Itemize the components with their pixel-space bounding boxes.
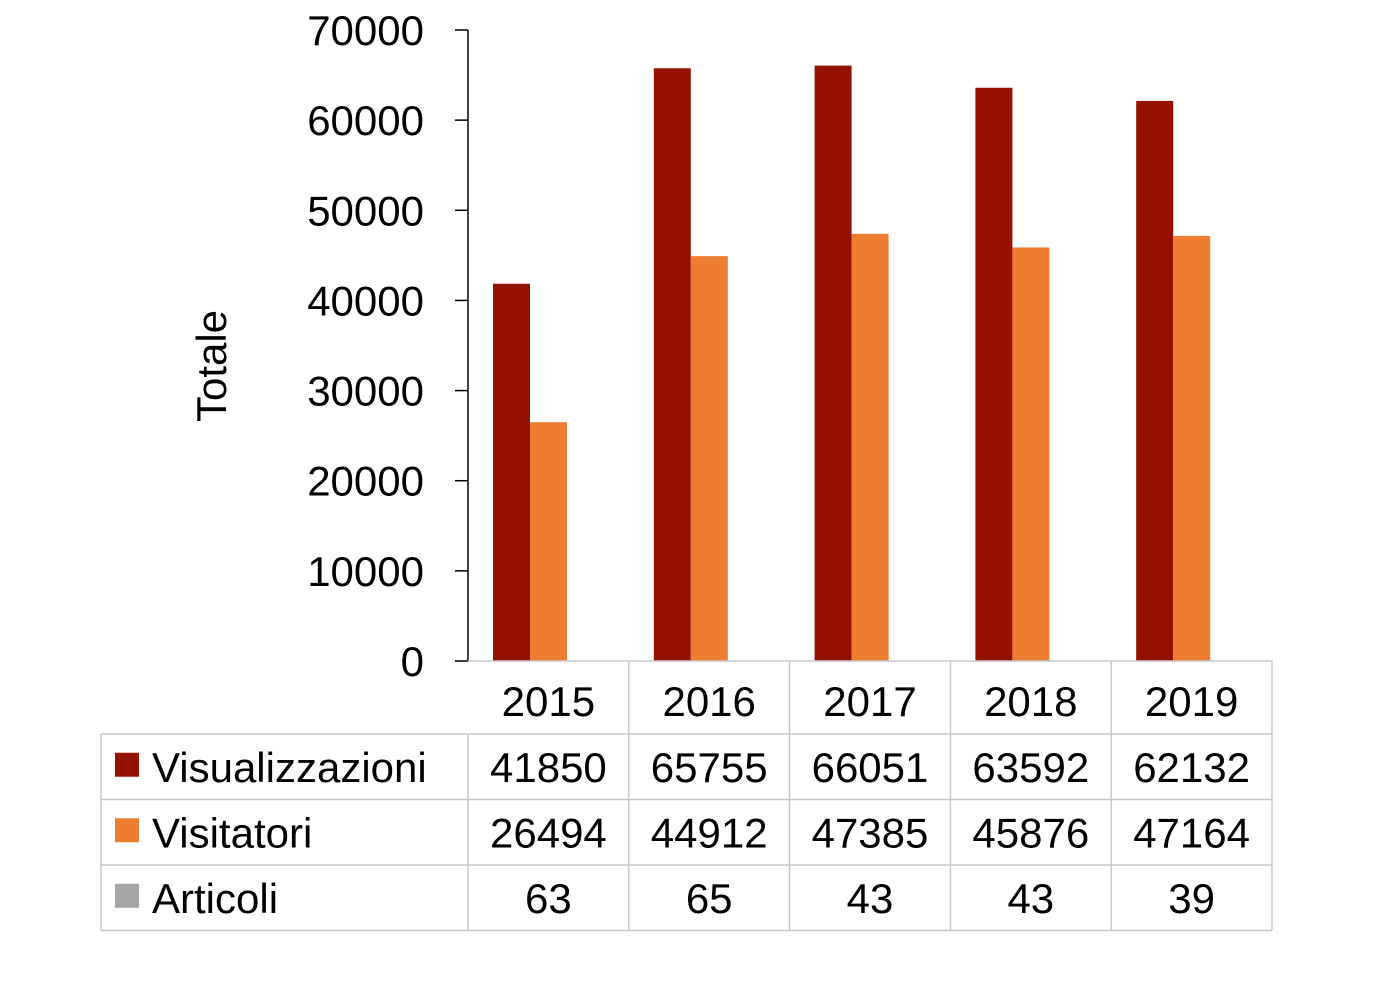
y-tick-label: 40000 <box>307 277 424 324</box>
y-tick-label: 0 <box>401 638 424 685</box>
x-category-label: 2018 <box>984 678 1077 725</box>
table-cell-value: 26494 <box>490 809 607 856</box>
y-axis-label: Totale <box>188 310 235 422</box>
table-cell-value: 43 <box>1007 875 1054 922</box>
y-tick-label: 50000 <box>307 187 424 234</box>
bar-visualizzazioni-2019 <box>1136 100 1174 662</box>
table-cell-value: 65755 <box>651 744 768 791</box>
table-cell-value: 44912 <box>651 809 768 856</box>
table-cell-value: 47164 <box>1133 809 1250 856</box>
y-tick-label: 70000 <box>307 7 424 54</box>
bar-visualizzazioni-2017 <box>814 65 852 661</box>
bar-visitatori-2017 <box>851 233 889 661</box>
table-cell-value: 47385 <box>812 809 929 856</box>
x-category-label: 2016 <box>662 678 755 725</box>
table-cell-value: 39 <box>1168 875 1215 922</box>
legend-label-articoli: Articoli <box>152 875 278 922</box>
y-tick-label: 20000 <box>307 458 424 505</box>
x-category-label: 2017 <box>823 678 916 725</box>
y-tick-label: 10000 <box>307 548 424 595</box>
table-cell-value: 62132 <box>1133 744 1250 791</box>
bar-visualizzazioni-2018 <box>975 87 1013 661</box>
table-cell-value: 41850 <box>490 744 607 791</box>
legend-swatch-visualizzazioni <box>115 752 139 777</box>
table-cell-value: 45876 <box>972 809 1089 856</box>
y-tick-label: 60000 <box>307 97 424 144</box>
x-category-label: 2019 <box>1145 678 1238 725</box>
legend-swatch-visitatori <box>115 818 139 843</box>
legend-label-visitatori: Visitatori <box>152 809 312 856</box>
table-cell-value: 43 <box>847 875 894 922</box>
table-cell-value: 63592 <box>972 744 1089 791</box>
x-category-label: 2015 <box>502 678 595 725</box>
bars <box>493 65 1211 662</box>
bar-visitatori-2019 <box>1173 235 1211 662</box>
data-table: 2015 2016 2017 2018 2019 Visualizzazioni 41850… <box>100 660 1273 932</box>
table-cell-value: 66051 <box>812 744 929 791</box>
bar-visitatori-2015 <box>530 422 567 661</box>
legend-label-visualizzazioni: Visualizzazioni <box>152 744 427 791</box>
y-axis: 0 10000 20000 30000 40000 50000 60000 70000 <box>307 7 469 685</box>
legend-swatch-articoli <box>115 883 139 908</box>
bar-visitatori-2018 <box>1012 247 1050 661</box>
table-cell-value: 63 <box>525 875 572 922</box>
table-cell-value: 65 <box>686 875 733 922</box>
bar-visualizzazioni-2015 <box>493 283 530 661</box>
bar-visitatori-2016 <box>690 256 728 661</box>
y-tick-label: 30000 <box>307 368 424 415</box>
bar-visualizzazioni-2016 <box>653 68 691 662</box>
